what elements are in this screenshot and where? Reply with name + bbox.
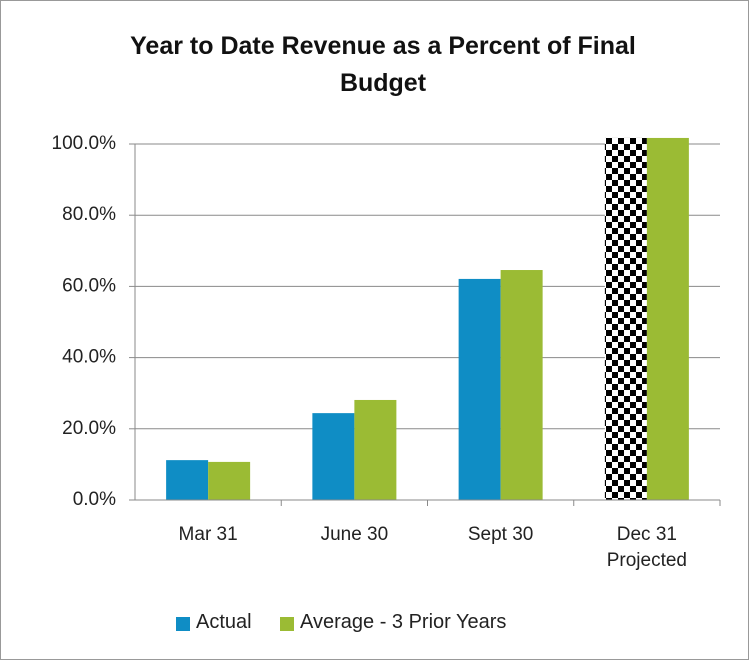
y-tick-label: 60.0% <box>62 275 116 296</box>
y-tick-label: 0.0% <box>73 489 116 510</box>
y-tick-label: 20.0% <box>62 418 116 439</box>
bar <box>208 461 251 500</box>
bar <box>500 270 543 500</box>
bar <box>312 413 355 500</box>
bar <box>458 278 501 500</box>
bar <box>646 137 689 500</box>
bar <box>604 137 647 500</box>
bar <box>166 460 209 500</box>
x-tick-label: Dec 31 Projected <box>606 524 688 571</box>
legend-label: Average - 3 Prior Years <box>300 611 507 633</box>
y-tick-label: 80.0% <box>62 204 116 225</box>
chart-title: Year to Date Revenue as a Percent of Fin… <box>130 32 636 97</box>
bar <box>354 399 397 500</box>
y-tick-label: 40.0% <box>62 347 116 368</box>
x-tick-label: June 30 <box>320 524 389 545</box>
legend-swatch <box>176 617 190 631</box>
legend-label: Actual <box>196 611 252 633</box>
x-tick-label: Mar 31 <box>178 524 238 545</box>
legend-swatch <box>280 617 294 631</box>
y-tick-label: 100.0% <box>52 133 117 154</box>
x-tick-label: Sept 30 <box>467 524 534 545</box>
